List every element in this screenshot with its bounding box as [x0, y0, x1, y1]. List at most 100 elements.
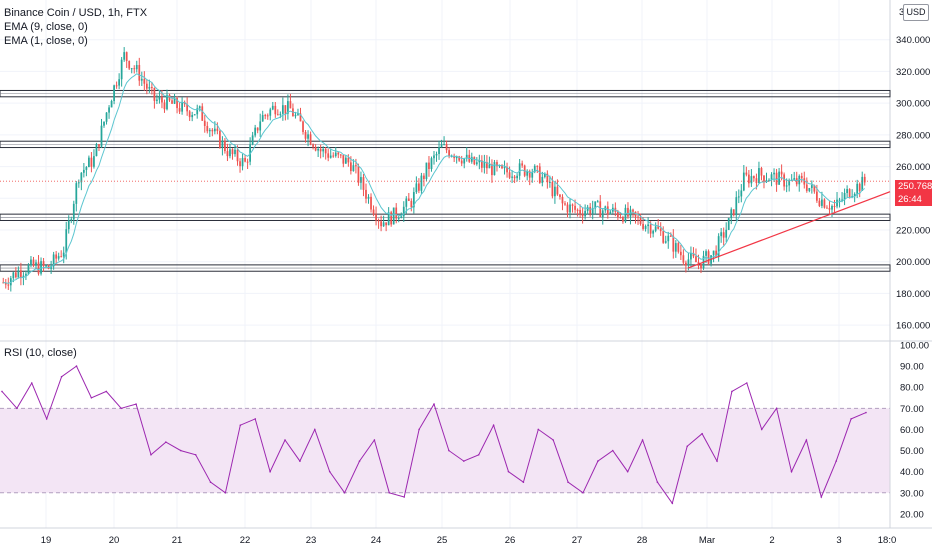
candle-body [312, 144, 314, 147]
currency-button[interactable]: USD [903, 4, 929, 21]
price-tick-label: 280.000 [896, 130, 930, 141]
time-tick-label: 2 [769, 535, 774, 546]
candle-body [266, 115, 269, 117]
candle-body [208, 129, 211, 132]
candle-body [453, 155, 456, 159]
candle-body [848, 189, 851, 198]
candle-body [4, 282, 7, 285]
candle-body [140, 78, 143, 81]
candle-body [622, 217, 624, 222]
rsi-point [299, 460, 301, 462]
candle-body [750, 176, 753, 184]
candle-body [52, 254, 55, 267]
candle-body [695, 256, 697, 263]
time-tick-label: 28 [637, 535, 648, 546]
candle-body [599, 201, 602, 218]
candle-body [342, 155, 345, 164]
candle-body [294, 114, 297, 117]
candle-body [753, 176, 755, 179]
rsi-point [16, 407, 18, 410]
candle-body [677, 243, 680, 252]
candle-body [203, 120, 206, 126]
candle-body [307, 134, 309, 139]
candle-body [62, 252, 65, 257]
candle-body [264, 115, 267, 117]
candle-body [234, 149, 236, 155]
candle-body [304, 132, 307, 139]
candle-body [846, 189, 848, 193]
candle-body [206, 125, 209, 132]
candle-body [705, 251, 707, 256]
candle-body [669, 235, 672, 237]
candle-body [443, 144, 445, 146]
candle-body [712, 250, 715, 256]
rsi-point [775, 407, 778, 410]
candle-body [377, 220, 380, 222]
candle-body [473, 156, 476, 165]
candle-body [418, 183, 420, 191]
candle-body [145, 83, 148, 89]
time-tick-label: 24 [371, 535, 382, 546]
candle-body [707, 251, 710, 264]
candle-body [624, 207, 627, 222]
rsi-point [418, 428, 420, 431]
candle-body [657, 226, 660, 229]
candle-body [609, 211, 612, 215]
candle-body [287, 101, 289, 114]
candle-body [720, 232, 723, 237]
price-tick-label: 3 [899, 7, 904, 18]
candle-body [546, 173, 549, 183]
candle-body [224, 140, 226, 152]
candle-body [37, 262, 40, 274]
ema9-legend[interactable]: EMA (9, close, 0) [4, 21, 88, 33]
candle-body [45, 265, 47, 267]
ema1-legend[interactable]: EMA (1, close, 0) [4, 35, 88, 47]
candle-body [385, 222, 388, 226]
candle-body [627, 207, 629, 217]
candle-body [166, 94, 168, 110]
candle-body [521, 163, 524, 166]
time-tick-label: 20 [109, 535, 120, 546]
candle-body [226, 151, 229, 157]
candle-body [674, 243, 677, 252]
rsi-point [30, 382, 33, 384]
candle-body [125, 52, 128, 61]
time-tick-label: 23 [306, 535, 317, 546]
rsi-legend[interactable]: RSI (10, close) [4, 347, 77, 359]
rsi-point [865, 411, 867, 414]
candle-body [93, 156, 95, 167]
candle-body [27, 265, 30, 274]
candle-body [498, 165, 501, 167]
candle-body [785, 185, 788, 187]
candle-body [760, 168, 763, 176]
candle-body [110, 100, 113, 108]
candle-body [700, 263, 702, 269]
candle-body [697, 262, 700, 264]
candle-body [123, 52, 126, 60]
candle-body [715, 250, 718, 256]
rsi-point [343, 491, 346, 494]
candle-body [513, 176, 516, 179]
candle-body [158, 97, 161, 100]
trendline [687, 191, 891, 269]
rsi-point [194, 453, 197, 456]
symbol-title[interactable]: Binance Coin / USD, 1h, FTX [4, 7, 148, 19]
candle-body [32, 259, 35, 266]
time-tick-label: 3 [836, 535, 841, 546]
candle-body [448, 150, 450, 157]
candle-body [533, 165, 536, 173]
time-tick-label: 18:0 [878, 535, 897, 546]
candle-body [488, 164, 491, 169]
candle-body [186, 104, 189, 112]
rsi-point [507, 470, 510, 473]
candle-body [838, 199, 841, 201]
candle-body [339, 154, 342, 156]
candle-body [619, 217, 622, 219]
rsi-point [552, 439, 554, 441]
candle-body [425, 162, 428, 179]
candle-body [337, 152, 340, 155]
candle-body [662, 231, 665, 243]
candle-body [347, 157, 350, 163]
